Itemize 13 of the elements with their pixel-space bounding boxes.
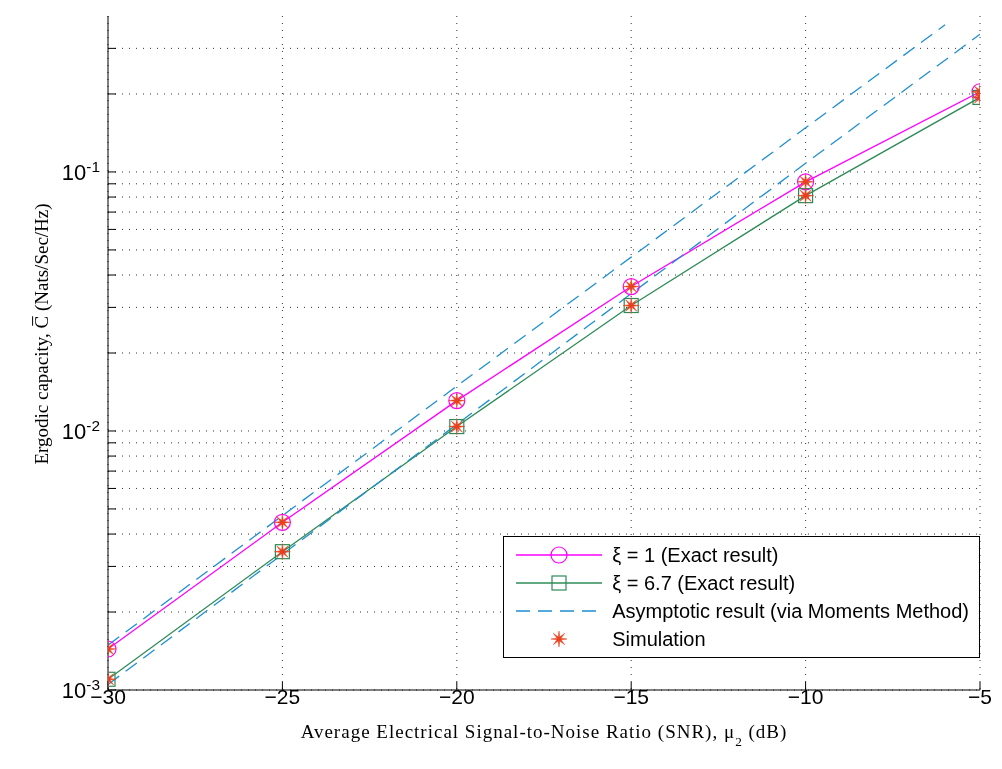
- y-axis-title: Ergodic capacity, C̅ (Nats/Sec/Hz): [31, 203, 53, 465]
- x-tick-label: −25: [264, 685, 301, 708]
- legend-label: ξ = 1 (Exact result): [612, 543, 779, 567]
- x-tick-label: −10: [787, 685, 824, 708]
- x-tick-label: −5: [968, 685, 992, 708]
- x-tick-label: −15: [613, 685, 650, 708]
- y-tick-label: 10$^{-1}$: [61, 157, 100, 185]
- legend-label: ξ = 6.7 (Exact result): [612, 571, 796, 595]
- x-axis-title: Average Electrical Signal-to-Noise Ratio (SNR), μ$_{2}$ (dB): [300, 721, 788, 749]
- legend-label: Simulation: [612, 627, 706, 651]
- y-tick-label: 10$^{-2}$: [61, 416, 100, 444]
- x-tick-label: −20: [438, 685, 475, 708]
- legend-label: Asymptotic result (via Moments Method): [612, 599, 969, 623]
